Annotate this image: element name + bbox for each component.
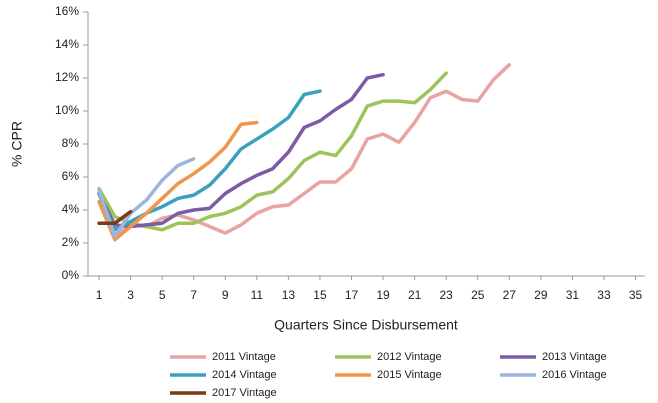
y-tick-label: 10% <box>55 103 79 117</box>
y-axis-title: % CPR <box>9 121 25 167</box>
y-tick-label: 4% <box>62 202 80 216</box>
x-tick-label: 23 <box>440 288 454 302</box>
legend-label: 2017 Vintage <box>212 387 277 399</box>
y-tick-label: 12% <box>55 70 79 84</box>
x-tick-label: 13 <box>282 288 296 302</box>
series-line <box>97 71 448 232</box>
series-line <box>97 89 322 232</box>
y-tick-label: 0% <box>62 268 80 282</box>
series-line <box>97 209 133 225</box>
legend-label: 2012 Vintage <box>377 351 442 363</box>
y-tick-label: 8% <box>62 136 80 150</box>
x-tick-label: 29 <box>534 288 548 302</box>
x-tick-label: 11 <box>251 288 264 302</box>
y-tick-label: 16% <box>55 4 79 18</box>
legend-label: 2013 Vintage <box>542 351 607 363</box>
x-tick-label: 15 <box>313 288 327 302</box>
x-tick-label: 19 <box>376 288 390 302</box>
x-tick-label: 3 <box>127 288 134 302</box>
x-tick-label: 35 <box>629 288 643 302</box>
x-tick-label: 5 <box>159 288 166 302</box>
x-tick-label: 25 <box>471 288 485 302</box>
series-line <box>97 72 385 229</box>
series-line <box>97 63 512 239</box>
x-axis-title: Quarters Since Disbursement <box>274 317 458 333</box>
legend-label: 2015 Vintage <box>377 369 442 381</box>
x-tick-label: 31 <box>566 288 580 302</box>
x-tick-label: 1 <box>96 288 103 302</box>
legend-label: 2016 Vintage <box>542 369 607 381</box>
series-line <box>97 120 259 242</box>
x-tick-label: 33 <box>597 288 611 302</box>
y-tick-label: 2% <box>62 235 80 249</box>
x-tick-label: 21 <box>408 288 422 302</box>
x-tick-label: 17 <box>345 288 359 302</box>
legend-label: 2014 Vintage <box>212 369 277 381</box>
legend-label: 2011 Vintage <box>212 351 276 363</box>
x-tick-label: 7 <box>190 288 197 302</box>
y-tick-label: 14% <box>55 37 79 51</box>
series-line <box>97 157 196 239</box>
x-tick-label: 27 <box>503 288 517 302</box>
y-tick-label: 6% <box>62 169 80 183</box>
x-tick-label: 9 <box>222 288 229 302</box>
